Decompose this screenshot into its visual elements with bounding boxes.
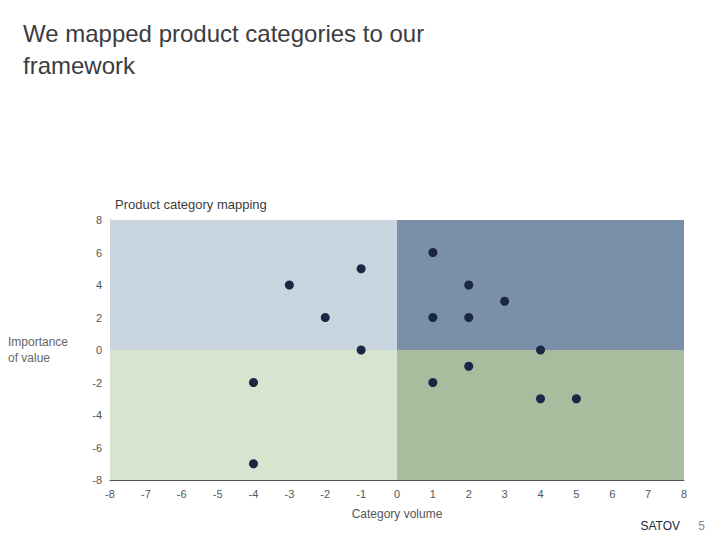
- svg-text:of value: of value: [8, 351, 50, 365]
- svg-text:-4: -4: [92, 409, 102, 421]
- svg-text:2: 2: [96, 312, 102, 324]
- svg-text:6: 6: [609, 488, 615, 500]
- svg-text:-6: -6: [177, 488, 187, 500]
- svg-text:0: 0: [394, 488, 400, 500]
- svg-text:-5: -5: [213, 488, 223, 500]
- svg-text:-7: -7: [141, 488, 151, 500]
- svg-text:SATOV: SATOV: [640, 519, 680, 533]
- svg-text:-1: -1: [356, 488, 366, 500]
- svg-text:-8: -8: [92, 474, 102, 486]
- svg-text:Category volume: Category volume: [352, 507, 443, 521]
- svg-text:framework: framework: [23, 52, 136, 79]
- svg-text:8: 8: [681, 488, 687, 500]
- svg-text:8: 8: [96, 214, 102, 226]
- svg-text:0: 0: [96, 344, 102, 356]
- svg-text:5: 5: [698, 519, 705, 533]
- svg-text:-8: -8: [105, 488, 115, 500]
- svg-text:7: 7: [645, 488, 651, 500]
- svg-text:1: 1: [430, 488, 436, 500]
- svg-text:-2: -2: [92, 377, 102, 389]
- svg-text:-4: -4: [249, 488, 259, 500]
- svg-text:3: 3: [502, 488, 508, 500]
- svg-text:-6: -6: [92, 442, 102, 454]
- svg-text:5: 5: [573, 488, 579, 500]
- svg-text:-3: -3: [284, 488, 294, 500]
- svg-text:Importance: Importance: [8, 335, 68, 349]
- svg-text:2: 2: [466, 488, 472, 500]
- svg-text:-2: -2: [320, 488, 330, 500]
- svg-text:6: 6: [96, 247, 102, 259]
- svg-text:Product category mapping: Product category mapping: [115, 197, 267, 212]
- svg-text:4: 4: [537, 488, 543, 500]
- svg-text:4: 4: [96, 279, 102, 291]
- svg-text:We mapped product categories t: We mapped product categories to our: [23, 20, 424, 47]
